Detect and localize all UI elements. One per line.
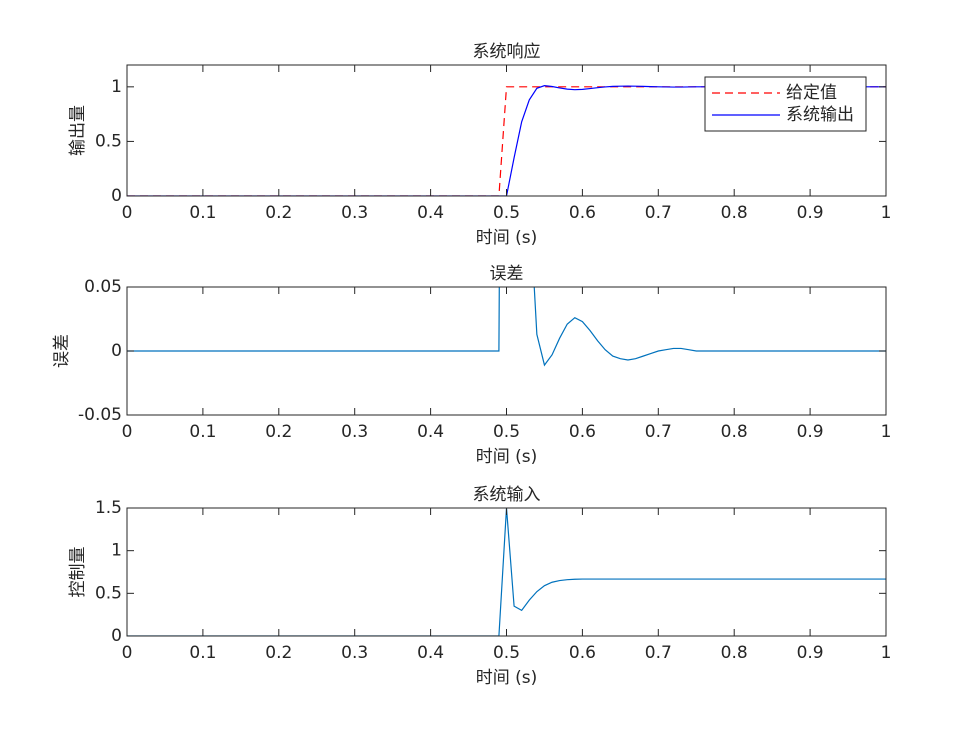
x-axis-label: 时间 (s): [476, 228, 538, 248]
x-tick-label: 0.7: [645, 203, 672, 223]
x-tick-label: 0.7: [645, 422, 672, 442]
x-tick-label: 0.2: [265, 643, 292, 663]
x-tick-label: 0.1: [189, 422, 216, 442]
y-axis-label: 控制量: [68, 547, 88, 598]
y-axis-label: 输出量: [68, 105, 88, 156]
x-tick-label: 0.4: [417, 643, 444, 663]
x-tick-label: 0.1: [189, 643, 216, 663]
x-tick-label: 1: [881, 422, 892, 442]
y-tick-label: 0.5: [95, 583, 122, 603]
x-tick-label: 0.3: [341, 203, 368, 223]
x-tick-label: 0.9: [797, 643, 824, 663]
x-tick-label: 0.8: [721, 643, 748, 663]
x-tick-label: 0.3: [341, 422, 368, 442]
x-tick-label: 0.8: [721, 203, 748, 223]
chart-title: 误差: [490, 264, 524, 284]
y-tick-label: 1: [111, 541, 122, 561]
x-tick-label: 1: [881, 203, 892, 223]
x-tick-label: 0.3: [341, 643, 368, 663]
x-tick-label: 0.2: [265, 203, 292, 223]
x-tick-label: 0.9: [797, 422, 824, 442]
x-tick-label: 0.4: [417, 422, 444, 442]
series-group: [127, 287, 886, 367]
x-tick-label: 0.7: [645, 643, 672, 663]
x-tick-label: 0: [122, 203, 133, 223]
legend-label: 系统输出: [786, 105, 854, 125]
x-axis-label: 时间 (s): [476, 447, 538, 467]
y-tick-label: 0: [111, 626, 122, 646]
y-tick-label: 0.5: [95, 131, 122, 151]
x-tick-label: 0.5: [493, 643, 520, 663]
y-axis-label: 误差: [52, 334, 72, 368]
x-tick-label: 0.1: [189, 203, 216, 223]
x-tick-label: 0.6: [569, 422, 596, 442]
x-axis-label: 时间 (s): [476, 668, 538, 688]
x-tick-label: 0.5: [493, 422, 520, 442]
y-tick-label: 0.05: [84, 277, 122, 297]
legend-box: [704, 76, 867, 132]
x-tick-label: 0: [122, 643, 133, 663]
x-tick-label: 0.9: [797, 203, 824, 223]
data-line: [127, 287, 886, 367]
x-tick-label: 0.4: [417, 203, 444, 223]
y-tick-label: -0.05: [78, 405, 122, 425]
x-tick-label: 0.8: [721, 422, 748, 442]
y-tick-label: 1.5: [95, 498, 122, 518]
x-tick-label: 0.5: [493, 203, 520, 223]
y-tick-label: 1: [111, 77, 122, 97]
plot-area: [127, 508, 886, 636]
data-line: [127, 508, 886, 636]
x-tick-label: 0: [122, 422, 133, 442]
y-tick-label: 0: [111, 341, 122, 361]
chart-title: 系统响应: [473, 42, 541, 62]
y-tick-label: 0: [111, 186, 122, 206]
series-group: [127, 508, 886, 636]
x-tick-label: 1: [881, 643, 892, 663]
x-tick-label: 0.2: [265, 422, 292, 442]
x-tick-label: 0.6: [569, 203, 596, 223]
legend-label: 给定值: [786, 83, 837, 103]
x-tick-label: 0.6: [569, 643, 596, 663]
chart-title: 系统输入: [473, 485, 541, 505]
